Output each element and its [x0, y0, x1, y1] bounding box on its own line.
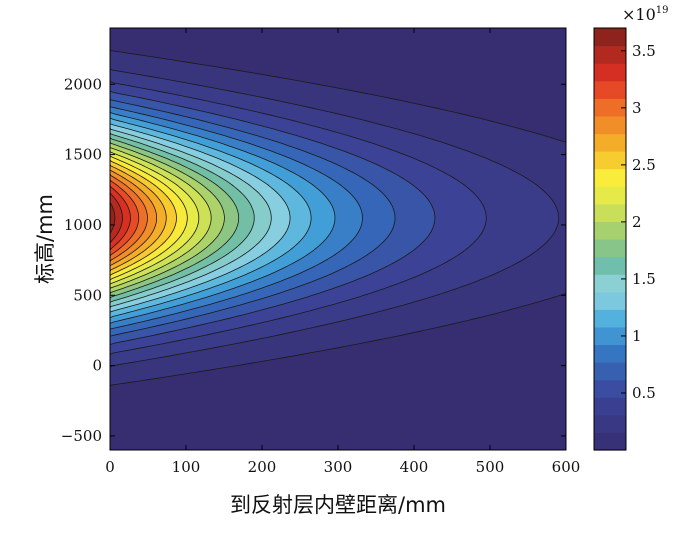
colorbar-tick-label: 2.5 [632, 156, 656, 174]
colorbar-swatch [594, 221, 626, 240]
x-axis-ticks: 0 100 200 300 400 500 600 [105, 28, 580, 476]
colorbar-swatch [594, 80, 626, 99]
colorbar-exponent-power: 19 [656, 5, 669, 16]
x-tick-label: 200 [248, 458, 277, 476]
x-tick-label: 100 [172, 458, 201, 476]
colorbar-swatch [594, 291, 626, 310]
colorbar-swatch [594, 397, 626, 416]
colorbar-tick-label: 1.5 [632, 270, 656, 288]
colorbar-swatch [594, 344, 626, 363]
y-tick-label: 2000 [64, 75, 102, 93]
x-tick-label: 0 [105, 458, 115, 476]
colorbar-tick-label: 3 [632, 99, 642, 117]
colorbar-tick-label: 1 [632, 327, 642, 345]
contour-fills [110, 28, 566, 422]
y-axis-ticks: −500 0 500 1000 1500 2000 [61, 75, 566, 445]
colorbar-swatch [594, 432, 626, 451]
colorbar-swatch [594, 256, 626, 275]
y-tick-label: 500 [73, 286, 102, 304]
x-tick-label: 500 [476, 458, 505, 476]
contour-band-23 [110, 28, 123, 422]
y-axis-title: 标高/mm [33, 194, 57, 284]
colorbar-tick-label: 0.5 [632, 384, 656, 402]
colorbar-swatch [594, 203, 626, 223]
colorbar-swatch [594, 115, 626, 135]
colorbar-swatch [594, 414, 626, 434]
colorbar-swatch [594, 98, 626, 117]
colorbar-swatch [594, 379, 626, 398]
y-tick-label: 1000 [64, 216, 102, 234]
colorbar-swatch [594, 133, 626, 152]
colorbar-swatch [594, 168, 626, 187]
colorbar-swatch [594, 309, 626, 328]
x-axis-title: 到反射层内壁距离/mm [230, 493, 446, 517]
y-tick-label: 1500 [64, 146, 102, 164]
colorbar-swatch [594, 28, 626, 47]
colorbar-swatch [594, 239, 626, 258]
colorbar-swatch [594, 186, 626, 205]
colorbar-swatch [594, 63, 626, 82]
colorbar-swatch [594, 151, 626, 170]
colorbar-ticks: 0.5 1 1.5 2 2.5 3 3.5 [621, 42, 656, 402]
x-tick-label: 600 [552, 458, 581, 476]
x-tick-label: 400 [400, 458, 429, 476]
colorbar-tick-label: 2 [632, 213, 642, 231]
colorbar-swatch [594, 362, 626, 381]
colorbar-frame [593, 27, 627, 451]
y-tick-label: 0 [92, 357, 102, 375]
colorbar-exponent-base: ×10 [622, 5, 656, 24]
colorbar-swatch [594, 45, 626, 64]
colorbar [594, 28, 626, 451]
colorbar-swatch [594, 274, 626, 293]
colorbar-tick-label: 3.5 [632, 42, 656, 60]
y-tick-label: −500 [61, 427, 102, 445]
x-tick-label: 300 [324, 458, 353, 476]
colorbar-exponent: ×1019 [622, 5, 669, 24]
colorbar-swatch [594, 326, 626, 346]
